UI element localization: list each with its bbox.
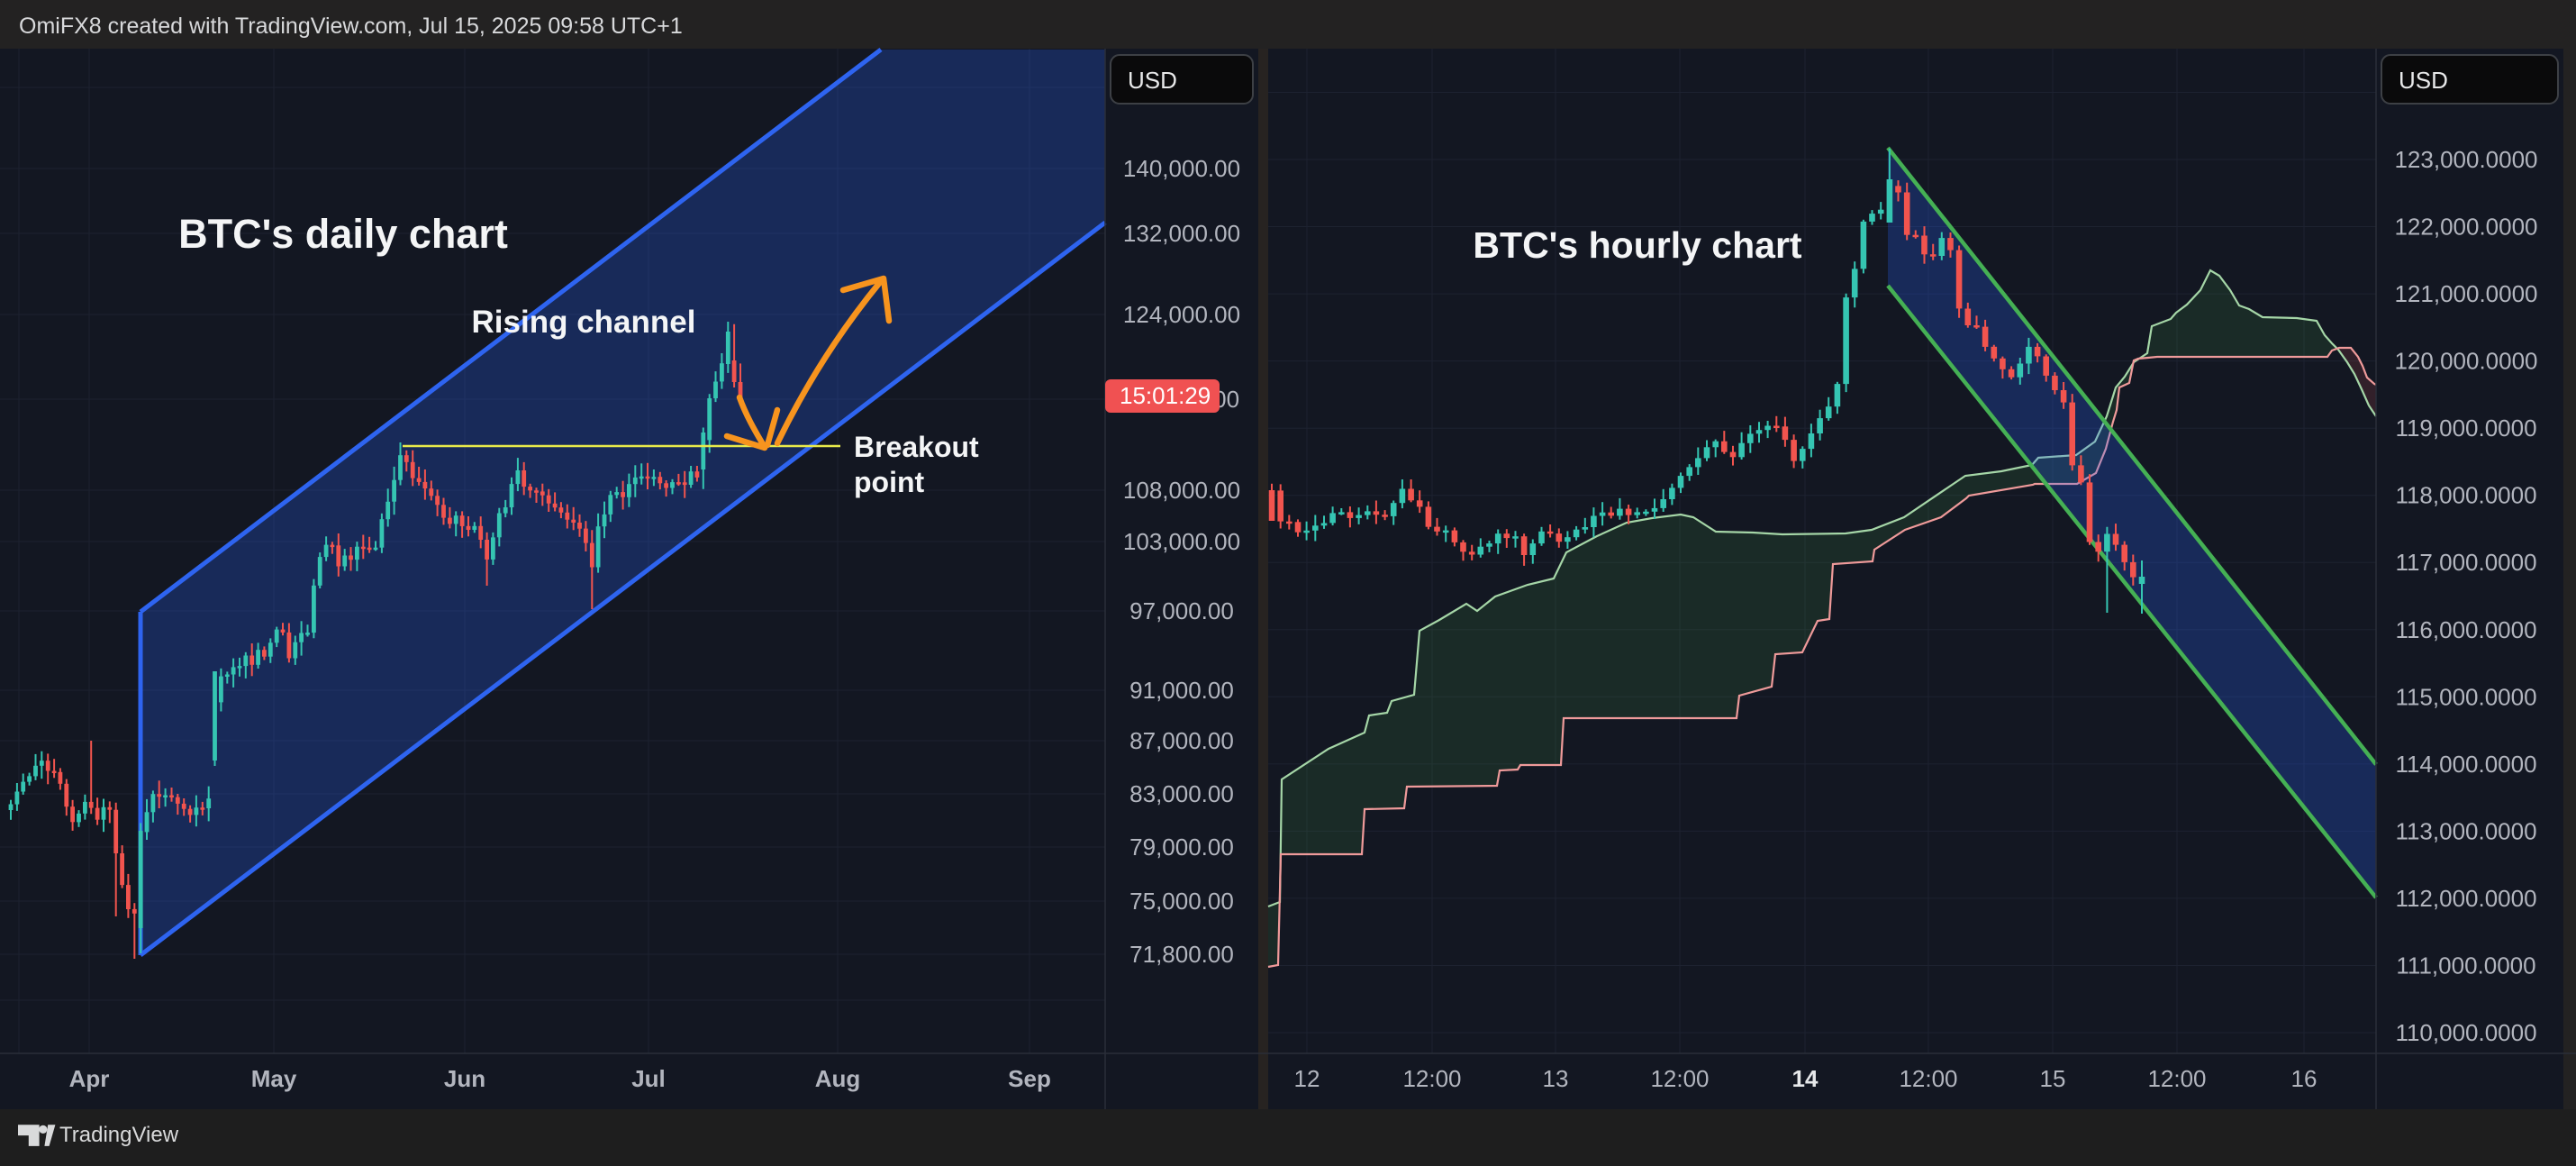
svg-text:120,000.0000: 120,000.0000 bbox=[2394, 348, 2537, 375]
svg-text:124,000.00: 124,000.00 bbox=[1123, 301, 1240, 328]
svg-text:15: 15 bbox=[2040, 1065, 2066, 1092]
svg-text:Aug: Aug bbox=[815, 1065, 861, 1092]
svg-text:108,000.00: 108,000.00 bbox=[1123, 477, 1240, 504]
svg-text:Apr: Apr bbox=[69, 1065, 110, 1092]
svg-text:Sep: Sep bbox=[1008, 1065, 1051, 1092]
svg-text:USD: USD bbox=[1128, 67, 1177, 94]
svg-text:Rising channel: Rising channel bbox=[472, 305, 696, 340]
svg-text:13: 13 bbox=[1543, 1065, 1569, 1092]
svg-text:BTC's daily chart: BTC's daily chart bbox=[178, 211, 508, 257]
svg-text:15:01:29: 15:01:29 bbox=[1120, 382, 1211, 409]
svg-text:71,800.00: 71,800.00 bbox=[1129, 941, 1234, 968]
svg-text:83,000.00: 83,000.00 bbox=[1129, 780, 1234, 807]
svg-text:110,000.0000: 110,000.0000 bbox=[2395, 1019, 2536, 1046]
svg-text:114,000.0000: 114,000.0000 bbox=[2395, 751, 2536, 778]
svg-text:103,000.00: 103,000.00 bbox=[1123, 528, 1240, 555]
svg-text:point: point bbox=[854, 466, 925, 498]
svg-text:132,000.00: 132,000.00 bbox=[1123, 220, 1240, 247]
svg-text:112,000.0000: 112,000.0000 bbox=[2395, 885, 2536, 912]
svg-text:111,000.0000: 111,000.0000 bbox=[2396, 952, 2535, 979]
svg-text:BTC's hourly chart: BTC's hourly chart bbox=[1473, 224, 1801, 266]
svg-text:123,000.0000: 123,000.0000 bbox=[2394, 146, 2537, 173]
svg-text:12:00: 12:00 bbox=[2147, 1065, 2206, 1092]
svg-text:87,000.00: 87,000.00 bbox=[1129, 727, 1234, 754]
svg-text:140,000.00: 140,000.00 bbox=[1123, 155, 1240, 182]
svg-text:12:00: 12:00 bbox=[1402, 1065, 1461, 1092]
svg-text:97,000.00: 97,000.00 bbox=[1129, 597, 1234, 624]
svg-text:75,000.00: 75,000.00 bbox=[1129, 888, 1234, 915]
svg-text:May: May bbox=[251, 1065, 297, 1092]
svg-text:118,000.0000: 118,000.0000 bbox=[2395, 482, 2536, 509]
svg-text:12: 12 bbox=[1294, 1065, 1320, 1092]
svg-text:12:00: 12:00 bbox=[1899, 1065, 1957, 1092]
svg-text:79,000.00: 79,000.00 bbox=[1129, 834, 1234, 861]
svg-text:14: 14 bbox=[1792, 1065, 1819, 1092]
svg-text:119,000.0000: 119,000.0000 bbox=[2395, 414, 2536, 442]
svg-text:116,000.0000: 116,000.0000 bbox=[2395, 616, 2536, 643]
svg-text:91,000.00: 91,000.00 bbox=[1129, 677, 1234, 704]
svg-text:OmiFX8 created with TradingVie: OmiFX8 created with TradingView.com, Jul… bbox=[19, 14, 683, 39]
svg-text:Jun: Jun bbox=[444, 1065, 485, 1092]
svg-text:117,000.0000: 117,000.0000 bbox=[2395, 549, 2536, 576]
svg-text:Jul: Jul bbox=[631, 1065, 666, 1092]
svg-text:USD: USD bbox=[2399, 67, 2448, 94]
svg-text:122,000.0000: 122,000.0000 bbox=[2394, 214, 2537, 241]
svg-text:12:00: 12:00 bbox=[1650, 1065, 1709, 1092]
svg-text:16: 16 bbox=[2291, 1065, 2317, 1092]
svg-text:115,000.0000: 115,000.0000 bbox=[2395, 683, 2536, 710]
svg-text:121,000.0000: 121,000.0000 bbox=[2394, 280, 2537, 307]
svg-text:Breakout: Breakout bbox=[854, 431, 979, 463]
svg-text:TradingView: TradingView bbox=[59, 1123, 179, 1147]
svg-text:113,000.0000: 113,000.0000 bbox=[2395, 817, 2536, 844]
